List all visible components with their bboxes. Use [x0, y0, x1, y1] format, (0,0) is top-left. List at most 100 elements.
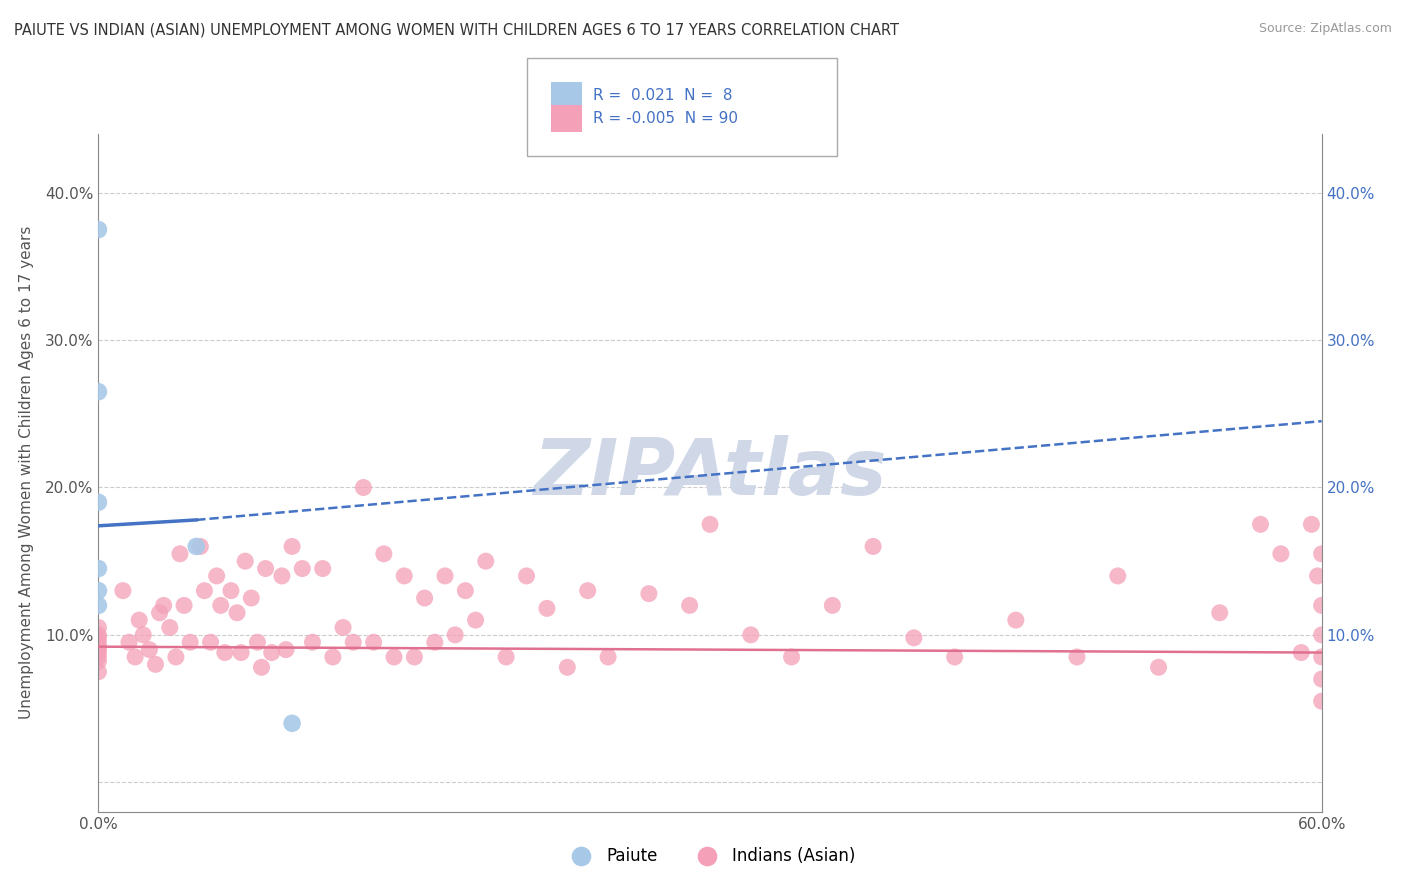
Point: [87, 495, 110, 509]
Point: [186, 540, 208, 554]
Point: [1066, 650, 1088, 665]
Point: [87, 640, 110, 654]
Point: [173, 599, 195, 613]
Point: [1310, 672, 1333, 686]
Legend: Paiute, Indians (Asian): Paiute, Indians (Asian): [558, 840, 862, 871]
Point: [780, 650, 803, 665]
Point: [444, 628, 467, 642]
Point: [740, 628, 762, 642]
Point: [638, 586, 661, 600]
Point: [413, 591, 436, 605]
Point: [1310, 599, 1333, 613]
Point: [943, 650, 966, 665]
Point: [87, 631, 110, 645]
Point: [87, 628, 110, 642]
Point: [1291, 646, 1313, 660]
Point: [1147, 660, 1170, 674]
Text: R = -0.005  N = 90: R = -0.005 N = 90: [593, 112, 738, 126]
Point: [226, 606, 249, 620]
Point: [145, 657, 167, 672]
Point: [193, 583, 215, 598]
Text: R =  0.021  N =  8: R = 0.021 N = 8: [593, 88, 733, 103]
Point: [312, 561, 335, 575]
Point: [679, 599, 702, 613]
Point: [254, 561, 277, 575]
Point: [291, 561, 314, 575]
Text: Source: ZipAtlas.com: Source: ZipAtlas.com: [1258, 22, 1392, 36]
Point: [240, 591, 263, 605]
Point: [1306, 569, 1329, 583]
Point: [209, 599, 232, 613]
Point: [179, 635, 201, 649]
Point: [576, 583, 599, 598]
Point: [111, 583, 134, 598]
Point: [322, 650, 344, 665]
Point: [281, 540, 304, 554]
Point: [169, 547, 191, 561]
Point: [1310, 650, 1333, 665]
Point: [118, 635, 141, 649]
Point: [159, 620, 181, 634]
Point: [1310, 694, 1333, 708]
Point: [495, 650, 517, 665]
Point: [219, 583, 242, 598]
Point: [214, 646, 236, 660]
Point: [87, 646, 110, 660]
Point: [128, 613, 150, 627]
Point: [200, 635, 222, 649]
Point: [205, 569, 228, 583]
Point: [281, 716, 304, 731]
Point: [474, 554, 498, 568]
Point: [332, 620, 354, 634]
Point: [231, 646, 253, 660]
Point: [352, 481, 374, 495]
Point: [87, 650, 110, 665]
Point: [903, 631, 925, 645]
Point: [87, 384, 110, 399]
Point: [260, 646, 283, 660]
Point: [1209, 606, 1232, 620]
Point: [1249, 517, 1271, 532]
Point: [392, 569, 416, 583]
Point: [138, 642, 160, 657]
Point: [1310, 628, 1333, 642]
Point: [87, 620, 110, 634]
Point: [363, 635, 385, 649]
Point: [165, 650, 187, 665]
Point: [87, 222, 110, 236]
Point: [87, 599, 110, 613]
Point: [382, 650, 405, 665]
Point: [454, 583, 477, 598]
Point: [862, 540, 884, 554]
Point: [152, 599, 174, 613]
Point: [423, 635, 446, 649]
Point: [124, 650, 146, 665]
Point: [250, 660, 273, 674]
Point: [233, 554, 256, 568]
Point: [464, 613, 486, 627]
Point: [1107, 569, 1129, 583]
Point: [87, 665, 110, 679]
Point: [821, 599, 844, 613]
Point: [404, 650, 426, 665]
Point: [342, 635, 364, 649]
Point: [1004, 613, 1026, 627]
Point: [598, 650, 620, 665]
Point: [434, 569, 457, 583]
Point: [536, 601, 558, 615]
Point: [301, 635, 323, 649]
Point: [246, 635, 269, 649]
Point: [87, 583, 110, 598]
Point: [87, 561, 110, 575]
Point: [274, 642, 297, 657]
Point: [373, 547, 395, 561]
Point: [87, 654, 110, 668]
Text: PAIUTE VS INDIAN (ASIAN) UNEMPLOYMENT AMONG WOMEN WITH CHILDREN AGES 6 TO 17 YEA: PAIUTE VS INDIAN (ASIAN) UNEMPLOYMENT AM…: [14, 22, 898, 37]
Text: ZIPAtlas: ZIPAtlas: [533, 434, 887, 511]
Point: [87, 642, 110, 657]
Point: [699, 517, 721, 532]
Point: [557, 660, 579, 674]
Point: [87, 635, 110, 649]
Point: [149, 606, 172, 620]
Point: [1310, 547, 1333, 561]
